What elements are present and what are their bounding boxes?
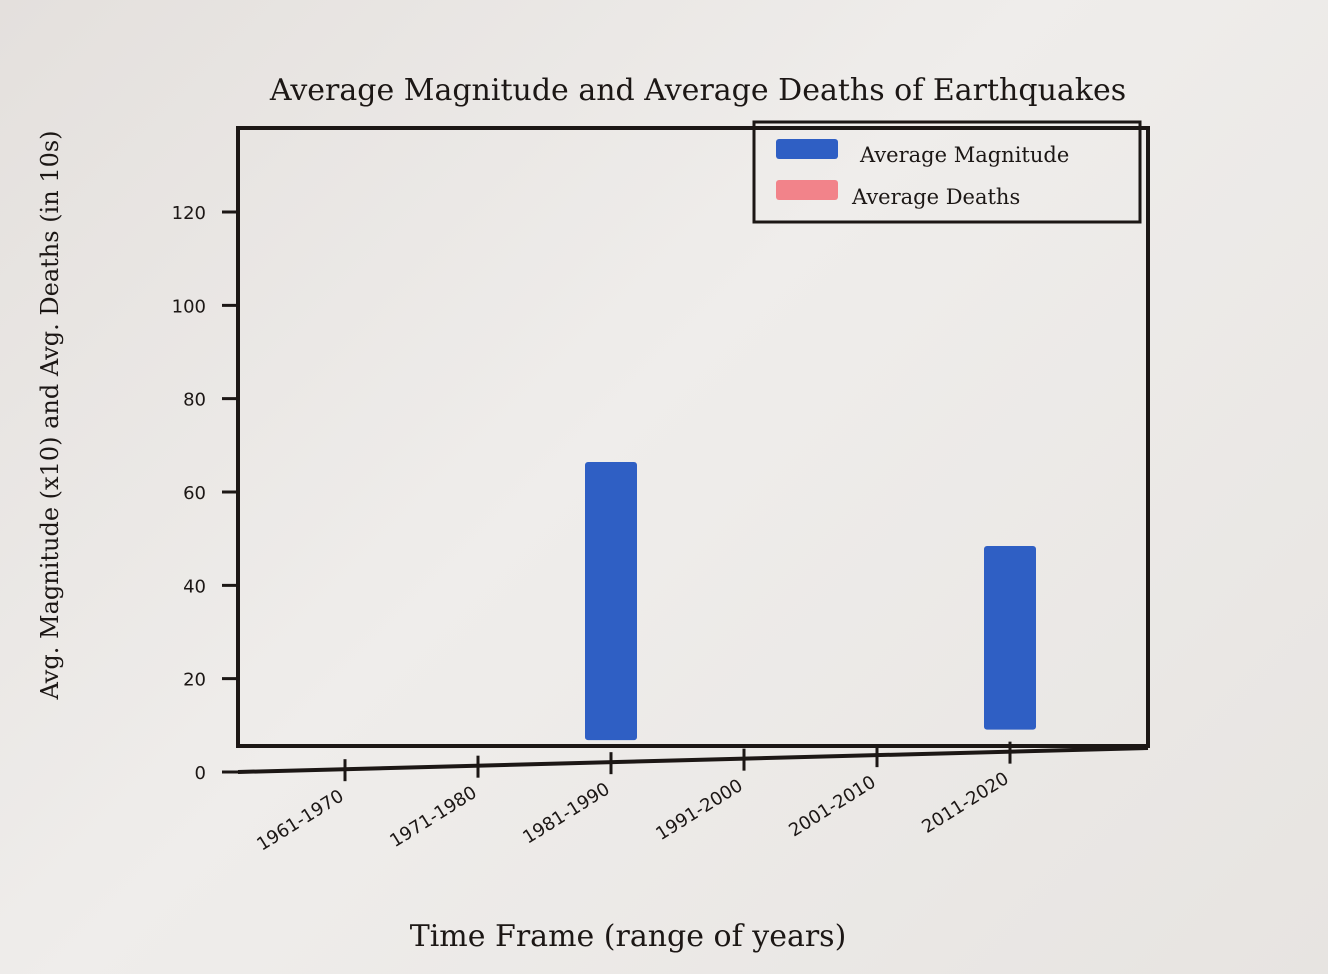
y-tick-label: 0 [195,763,206,784]
legend-label-average-deaths: Average Deaths [851,185,1020,209]
chart-title: Average Magnitude and Average Deaths of … [269,73,1126,108]
bars [585,462,1036,741]
y-tick-label: 100 [172,296,206,317]
y-axis-label: Avg. Magnitude (x10) and Avg. Deaths (in… [36,130,64,700]
legend-swatch-average-magnitude [776,139,838,159]
y-tick-label: 120 [172,203,206,224]
plot-frame [236,126,1150,748]
x-axis-line [237,746,1149,774]
legend-label-average-magnitude: Average Magnitude [859,143,1069,167]
x-tick-label: 2011-2020 [918,768,1012,838]
y-ticks: 0 20 40 60 80 100 120 [172,203,240,784]
y-tick-label: 20 [183,670,206,691]
y-tick-label: 80 [183,390,206,411]
y-axis-label-group: Avg. Magnitude (x10) and Avg. Deaths (in… [36,130,64,700]
legend-swatch-average-deaths [776,180,838,200]
x-ticks: 1961-1970 1971-1980 1981-1990 1991-2000 2001… [253,741,1013,856]
legend: Average Magnitude Average Deaths [752,120,1142,224]
bar-average-magnitude-1981-1990 [585,462,637,741]
x-tick-label: 1981-1990 [519,779,613,849]
x-tick-label: 2001-2010 [785,772,879,842]
legend-frame [752,120,1142,224]
x-tick-label: 1961-1970 [253,786,347,856]
x-tick-label: 1991-2000 [652,775,746,845]
plot-area: 0 20 40 60 80 100 120 1961-1970 1971-1980 1981-1… [172,126,1150,856]
y-tick-label: 60 [183,483,206,504]
bar-average-magnitude-2011-2020 [984,546,1036,730]
x-axis-label: Time Frame (range of years) [410,919,847,954]
y-tick-label: 40 [183,576,206,597]
x-tick-label: 1971-1980 [386,782,480,852]
